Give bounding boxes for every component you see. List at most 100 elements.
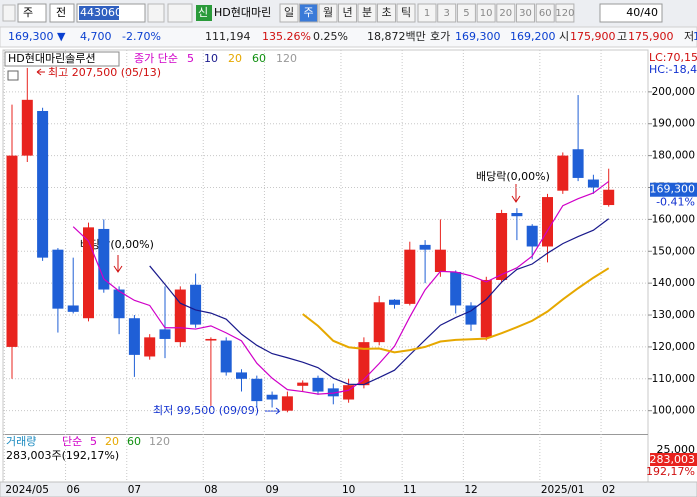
- interval-btn[interactable]: [476, 3, 496, 23]
- low-label: 최저 99,500 (09/09): [153, 404, 259, 417]
- y-tick-label: 130,000: [652, 309, 695, 321]
- x-tick-label: 02: [602, 484, 615, 496]
- quote-item: 고: [617, 30, 627, 43]
- x-axis-bg: [0, 481, 697, 497]
- panel-divider: [3, 434, 648, 435]
- x-tick-label: 2024/05: [5, 484, 49, 496]
- y-tick-label: 200,000: [652, 86, 695, 98]
- table-icon[interactable]: [7, 70, 19, 81]
- interval-btn[interactable]: [437, 3, 457, 23]
- candle-body: [557, 155, 569, 191]
- candle-body: [281, 396, 293, 411]
- period-btn[interactable]: [279, 3, 299, 23]
- y-tick-label: 110,000: [652, 373, 695, 385]
- period-label: 주: [303, 6, 313, 19]
- hc-label: HC:-18,4: [649, 63, 697, 76]
- interval-label: 3: [444, 8, 450, 19]
- ma-line: [72, 180, 610, 395]
- volume-prefix: 단순: [62, 435, 82, 448]
- code-highlight: [79, 6, 119, 20]
- quote-item: 1: [693, 30, 697, 43]
- volume-last: 283,003: [650, 453, 696, 466]
- dividend-arrow: [113, 255, 123, 273]
- period-btn[interactable]: [357, 3, 377, 23]
- interval-btn[interactable]: [417, 3, 437, 23]
- volume-info: 283,003주(192,17%): [6, 449, 119, 462]
- candle-body: [526, 225, 538, 247]
- volume-tick: 25,000: [657, 443, 696, 456]
- x-tick-label: 10: [342, 484, 355, 496]
- last-price: 169,300: [650, 183, 696, 196]
- title-box: [4, 51, 120, 67]
- y-tick-label: 160,000: [652, 213, 695, 225]
- candle-body: [603, 189, 615, 206]
- candle-body: [404, 249, 416, 304]
- ma-prefix: 종가 단순: [134, 52, 178, 65]
- period-label: 분: [362, 6, 372, 19]
- quote-item: 169,200: [510, 30, 556, 43]
- candle-body: [83, 227, 94, 319]
- lc-label: LC:70,15: [649, 51, 697, 64]
- period-btn[interactable]: [396, 3, 416, 23]
- interval-btn[interactable]: [456, 3, 476, 23]
- plot-area: [2, 49, 649, 483]
- quote-item: 169,300 ▼: [8, 30, 66, 43]
- interval-label: 1: [424, 8, 430, 19]
- interval-btn[interactable]: [555, 3, 575, 23]
- quote-item: 175,900: [628, 30, 674, 43]
- interval-label: 10: [480, 8, 493, 19]
- interval-btn[interactable]: [516, 3, 535, 23]
- high-label: 최고 207,500 (05/13): [48, 66, 161, 79]
- ma-legend: 5: [187, 52, 194, 65]
- market-select[interactable]: [17, 3, 47, 23]
- interval-btn[interactable]: [535, 3, 555, 23]
- period-btn[interactable]: [299, 3, 318, 23]
- dropdown[interactable]: [147, 3, 165, 23]
- quote-item: -2.70%: [122, 30, 161, 43]
- quote-item: 저: [684, 30, 694, 43]
- y-tick-label: 120,000: [652, 341, 695, 353]
- y-tick-label: 180,000: [652, 150, 695, 162]
- ma-line: [302, 267, 610, 354]
- x-tick-label: 12: [464, 484, 477, 496]
- interval-label: 5: [463, 8, 469, 19]
- candle-body: [542, 197, 553, 247]
- x-tick-label: 11: [403, 484, 416, 496]
- candle-body: [572, 149, 584, 178]
- interval-btn[interactable]: [496, 3, 516, 23]
- menu-icon[interactable]: [2, 4, 16, 22]
- x-tick-label: 07: [128, 484, 141, 496]
- period-btn[interactable]: [377, 3, 396, 23]
- volume-ma-legend: 20: [105, 435, 119, 448]
- candle-body: [21, 99, 33, 156]
- sound-btn[interactable]: [167, 3, 193, 23]
- volume-ma-legend: 60: [127, 435, 141, 448]
- chart-title: HD현대마린솔루션: [8, 52, 96, 65]
- ma-legend: 60: [252, 52, 266, 65]
- high-arrow: [36, 68, 45, 76]
- candle-body: [67, 305, 79, 312]
- interval-label: 30: [519, 8, 532, 19]
- period-btn[interactable]: [318, 3, 338, 23]
- candle-body: [174, 289, 186, 343]
- interval-label: 60: [539, 8, 552, 19]
- candle-body: [327, 388, 339, 397]
- prev: 전: [56, 6, 66, 19]
- volume-title: 거래량: [6, 435, 36, 448]
- last-price-box: [650, 182, 697, 197]
- ma-legend: 20: [228, 52, 242, 65]
- quote-item: 4,700: [80, 30, 112, 43]
- candle-body: [236, 372, 247, 379]
- y-tick-label: 100,000: [652, 405, 695, 417]
- quote-item: 175,900: [570, 30, 616, 43]
- prev-select[interactable]: [49, 3, 75, 23]
- candle-body: [144, 337, 156, 357]
- candle-body: [312, 377, 324, 392]
- period-btn[interactable]: [338, 3, 357, 23]
- candle-body: [373, 302, 385, 343]
- interval-label: 120: [555, 8, 574, 19]
- candle-body: [128, 318, 140, 355]
- y-tick-label: 190,000: [652, 118, 695, 130]
